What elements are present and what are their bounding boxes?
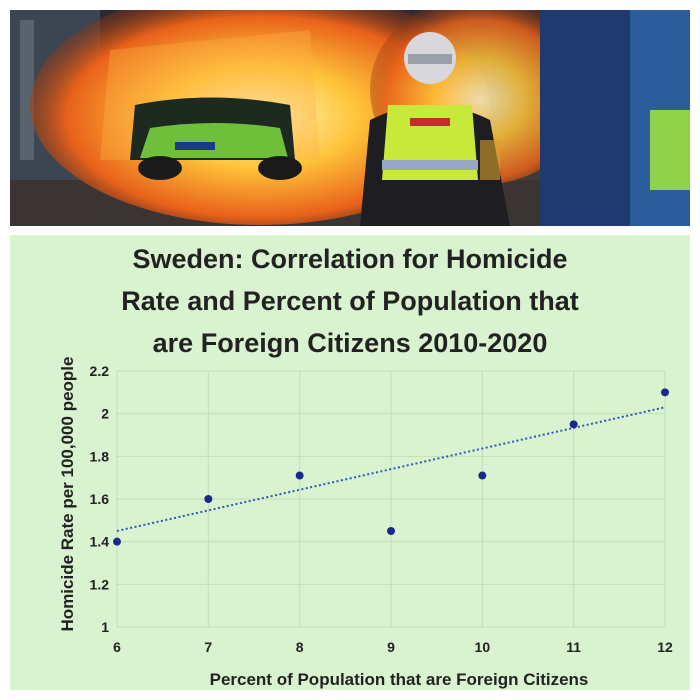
chart-panel: Sweden: Correlation for Homicide Rate an… (10, 235, 690, 690)
x-axis-title: Percent of Population that are Foreign C… (210, 670, 589, 689)
data-point (569, 420, 578, 429)
y-tick-label: 1.2 (90, 576, 110, 592)
photo-illustration (10, 10, 690, 226)
data-point (661, 388, 669, 397)
y-tick-label: 1 (101, 619, 109, 635)
tick-labels: 1 1.2 1.4 1.6 1.8 2 2.2 6 7 8 9 10 11 12 (90, 363, 673, 655)
scatter-plot: 1 1.2 1.4 1.6 1.8 2 2.2 6 7 8 9 10 11 12 Percent of P… (58, 357, 673, 689)
x-tick-label: 10 (475, 639, 491, 655)
data-points (113, 388, 669, 546)
data-point (295, 471, 304, 480)
y-tick-label: 1.4 (90, 534, 110, 550)
chart-title-line-3: are Foreign Citizens 2010-2020 (152, 328, 548, 358)
chart-title-line-2: Rate and Percent of Population that (121, 286, 579, 316)
x-tick-label: 7 (204, 639, 212, 655)
x-tick-label: 6 (113, 639, 121, 655)
y-tick-label: 1.6 (90, 491, 110, 507)
x-tick-label: 9 (387, 639, 395, 655)
y-tick-label: 2 (101, 406, 109, 422)
chart-title-line-1: Sweden: Correlation for Homicide (132, 244, 568, 274)
data-point (113, 537, 121, 546)
grid-lines (116, 370, 666, 628)
chart-title: Sweden: Correlation for Homicide Rate an… (10, 238, 690, 364)
x-tick-label: 11 (566, 639, 581, 655)
y-tick-label: 1.8 (90, 448, 110, 464)
data-point (204, 495, 213, 503)
x-tick-label: 8 (296, 639, 304, 655)
data-point (478, 471, 487, 480)
x-tick-label: 12 (657, 639, 673, 655)
data-point (387, 527, 395, 535)
y-tick-label: 2.2 (90, 363, 110, 379)
burning-bus-photo (10, 10, 690, 226)
y-axis-title: Homicide Rate per 100,000 people (58, 357, 77, 632)
